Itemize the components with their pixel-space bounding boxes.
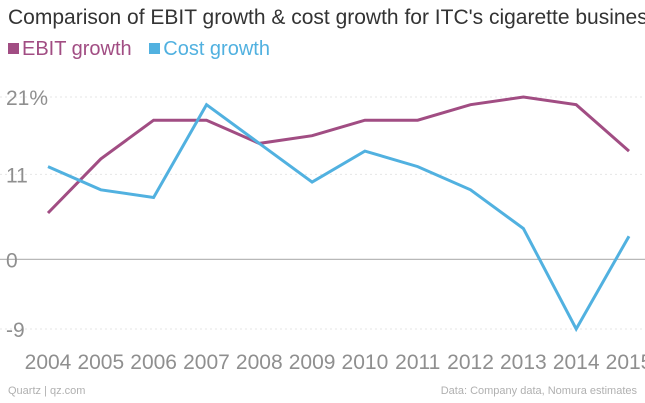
x-tick-label: 2011 — [395, 351, 440, 374]
x-tick-label: 2010 — [342, 351, 389, 374]
footer-source: Data: Company data, Nomura estimates — [440, 385, 637, 397]
y-tick-label: 0 — [6, 249, 18, 272]
legend-label-ebit-growth: EBIT growth — [22, 38, 132, 60]
x-tick-label: 2006 — [130, 351, 177, 374]
series-line-ebit-growth — [46, 95, 630, 215]
x-tick-label: 2009 — [289, 351, 336, 374]
x-tick-label: 2008 — [236, 351, 283, 374]
legend-label-cost-growth: Cost growth — [163, 38, 270, 60]
x-tick-label: 2013 — [500, 351, 547, 374]
series-line-cost-growth — [47, 102, 631, 333]
x-tick-label: 2012 — [447, 351, 494, 374]
legend: EBIT growth Cost growth — [8, 38, 282, 61]
legend-swatch-cost-growth — [149, 43, 161, 54]
legend-item-ebit-growth: EBIT growth — [8, 38, 132, 61]
x-tick-label: 2005 — [77, 351, 124, 374]
x-tick-label: 2015 — [606, 351, 645, 374]
y-tick-label: 21% — [6, 87, 48, 110]
x-tick-label: 2007 — [183, 351, 230, 374]
footer-credit: Quartz | qz.com — [8, 385, 86, 397]
y-tick-label: 11 — [6, 164, 28, 187]
x-tick-label: 2004 — [25, 351, 72, 374]
chart-title: Comparison of EBIT growth & cost growth … — [8, 6, 645, 29]
legend-item-cost-growth: Cost growth — [149, 38, 270, 61]
x-tick-label: 2014 — [553, 351, 600, 374]
y-tick-label: -9 — [6, 319, 25, 342]
legend-swatch-ebit-growth — [8, 43, 19, 54]
